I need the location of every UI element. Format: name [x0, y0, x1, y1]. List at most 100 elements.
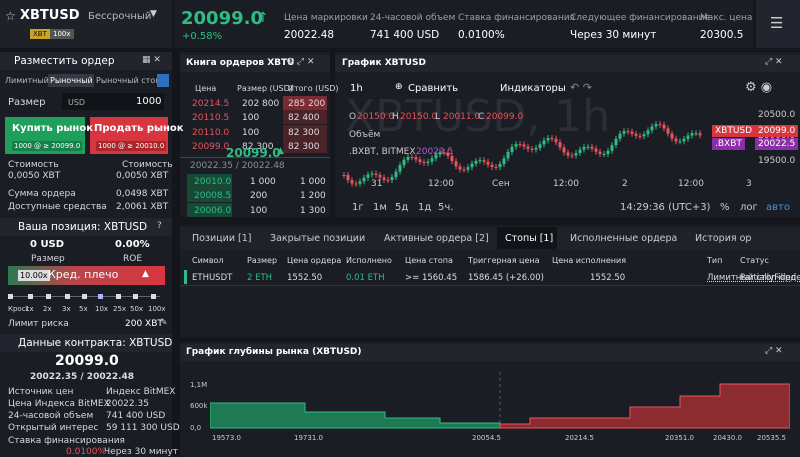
stats-bar	[174, 0, 754, 48]
candle-body	[610, 145, 614, 151]
orders-tab[interactable]: Позиции [1]	[192, 233, 252, 244]
settings-icon[interactable]: ☰	[770, 14, 784, 32]
leverage-dot[interactable]	[116, 294, 121, 299]
ask-price[interactable]: 20099.0	[192, 142, 230, 152]
candle-body	[698, 133, 702, 136]
contract-sub: 20022.35 / 20022.48	[30, 372, 135, 382]
ask-depth	[283, 110, 327, 124]
ask-depth	[283, 125, 327, 139]
leverage-tick[interactable]: 100x	[148, 305, 166, 313]
leverage-tick[interactable]: 10x	[95, 305, 109, 313]
ask-price[interactable]: 20110.5	[192, 113, 230, 123]
timeframe[interactable]: 5д	[395, 202, 409, 213]
cost-label: Стоимость	[122, 160, 173, 170]
edit-icon[interactable]: ✎	[160, 318, 168, 328]
cost-label: Стоимость	[8, 160, 59, 170]
leverage-dot[interactable]	[133, 294, 138, 299]
buy-sub[interactable]: 1000 @ ≥ 20099.0	[12, 141, 83, 151]
roe-label: ROE	[123, 254, 143, 264]
symbol-dropdown[interactable]: ▼	[150, 9, 157, 19]
orders-tab[interactable]: Активные ордера [2]	[384, 233, 489, 244]
star-icon[interactable]: ☆	[5, 9, 16, 23]
panel-header	[0, 218, 172, 236]
compare[interactable]: Сравнить	[408, 83, 459, 94]
orders-tab[interactable]: Закрытые позиции	[270, 233, 366, 244]
contract-row-label: Открытый интерес	[8, 423, 99, 433]
leverage-dot[interactable]	[46, 294, 51, 299]
ask-total: 82 400	[288, 113, 320, 123]
leverage-dot[interactable]	[98, 294, 103, 299]
candle-body	[602, 153, 606, 155]
buy-label[interactable]: Купить рынок	[12, 123, 93, 134]
sell-sub[interactable]: 1000 @ ≥ 20010.0	[96, 141, 167, 151]
ask-total: 82 300	[288, 128, 320, 138]
log-toggle[interactable]: лог	[740, 202, 758, 213]
price-tag-value: 20022.5	[755, 138, 799, 150]
panel-title: График глубины рынка (XBTUSD)	[186, 347, 362, 357]
size-input[interactable]	[62, 93, 164, 110]
candle-body	[666, 128, 670, 134]
auto-toggle[interactable]: авто	[766, 202, 790, 213]
leverage-tick[interactable]: 1x	[25, 305, 34, 313]
bids-area	[210, 402, 501, 429]
bid-price[interactable]: 20006.0	[194, 206, 232, 216]
candle-body	[554, 138, 558, 143]
timeframe[interactable]: 1м	[373, 202, 387, 213]
leverage-tick[interactable]: 5x	[79, 305, 88, 313]
leverage-tick[interactable]: Кросс	[8, 305, 30, 313]
candle-body	[426, 161, 430, 163]
tab-dropdown[interactable]	[157, 74, 169, 87]
candle-body	[690, 133, 694, 136]
panel-icons: ⚙ ⤢ ✕	[286, 57, 315, 67]
sell-label[interactable]: Продать рынок	[94, 123, 184, 134]
contract-price: 20099.0	[55, 353, 119, 369]
timeframe[interactable]: 1г	[352, 202, 364, 213]
depth-x-label: 19573.0	[212, 434, 241, 442]
candle-body	[590, 146, 594, 149]
bid-size: 1 000	[250, 177, 276, 187]
candle-body	[390, 177, 394, 181]
stat-label: 24-часовой объем	[370, 13, 456, 23]
timeframe[interactable]: 5ч.	[438, 202, 454, 213]
funding-rate: 0.0100%	[66, 447, 107, 457]
ask-size: 82 300	[242, 142, 274, 152]
leverage-tick[interactable]: 2x	[43, 305, 52, 313]
leverage-tick[interactable]: 50x	[130, 305, 144, 313]
leverage-dot[interactable]	[82, 294, 87, 299]
leverage-dot[interactable]	[8, 294, 13, 299]
candle-body	[422, 161, 426, 163]
leverage-dot[interactable]	[28, 294, 33, 299]
bid-price[interactable]: 20008.5	[194, 191, 232, 201]
order-row-label: Доступные средства	[8, 202, 107, 212]
bid-price[interactable]: 20010.0	[194, 177, 232, 187]
leverage-dot[interactable]	[65, 294, 70, 299]
leverage-tick[interactable]: 3x	[62, 305, 71, 313]
orders-tab[interactable]: Стопы [1]	[505, 233, 554, 244]
candle-body	[582, 147, 586, 150]
orders-tab[interactable]: История ор	[695, 233, 752, 244]
timeframe[interactable]: 1д	[418, 202, 432, 213]
settings-box[interactable]: ☰	[756, 0, 800, 48]
leverage-dot[interactable]	[151, 294, 156, 299]
ask-price[interactable]: 20110.0	[192, 128, 230, 138]
candle-body	[414, 157, 418, 160]
orders-tab[interactable]: Исполненные ордера	[570, 233, 678, 244]
panel-title: Данные контракта: XBTUSD	[18, 337, 173, 349]
leverage-tick[interactable]: 25x	[113, 305, 127, 313]
contract-row-label: Цена Индекса BitMEX	[8, 399, 110, 409]
help-icon: ?	[157, 221, 162, 231]
order-tab[interactable]: Рыночный	[50, 76, 93, 85]
panel-title: Разместить ордер	[14, 55, 115, 67]
interval[interactable]: 1h	[350, 83, 363, 94]
candle-body	[346, 175, 350, 181]
ask-price[interactable]: 20214.5	[192, 99, 230, 109]
indicators[interactable]: Индикаторы	[500, 83, 566, 94]
orders-cell: ETHUSDT	[192, 273, 233, 283]
order-tab[interactable]: Рыночный стоп	[96, 76, 161, 85]
last-price: 20099.0	[181, 8, 263, 29]
position-size-label: Размер	[31, 254, 65, 264]
percent-toggle[interactable]: %	[720, 202, 730, 213]
stat-label: Следующее финансирование	[570, 13, 711, 23]
candle-body	[478, 160, 482, 162]
order-tab[interactable]: Лимитный	[5, 76, 49, 85]
